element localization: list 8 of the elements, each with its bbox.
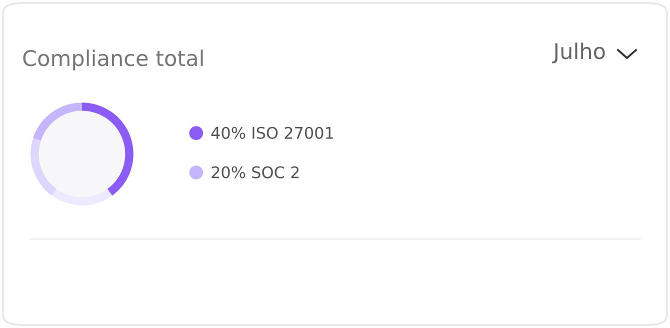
legend-label: 40% ISO 27001: [211, 126, 333, 139]
legend-label: 20% SOC 2: [212, 166, 299, 178]
donut-slice: [52, 188, 112, 206]
chart-title: Compliance total: [23, 50, 203, 70]
donut-slice: [82, 102, 134, 196]
donut-slice: [33, 102, 82, 141]
donut-slice: [30, 138, 57, 196]
text: Julho: [552, 42, 605, 64]
